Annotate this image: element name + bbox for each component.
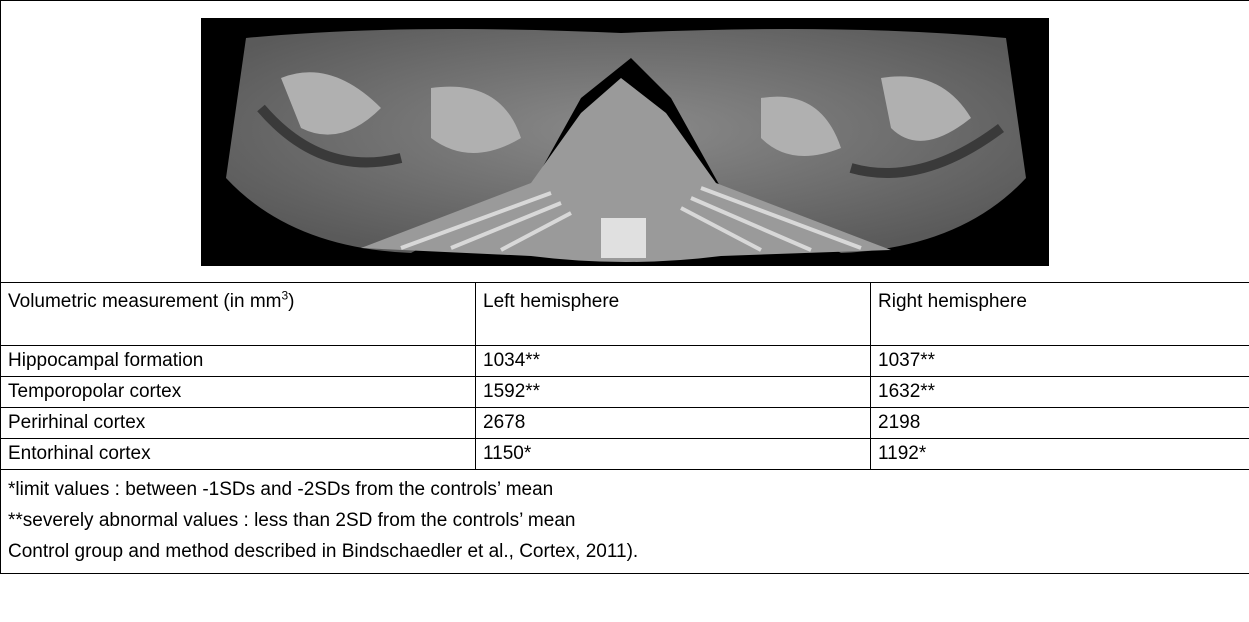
footnote: Control group and method described in Bi… <box>8 536 1242 567</box>
footnote: *limit values : between -1SDs and -2SDs … <box>8 474 1242 505</box>
image-cell <box>1 1 1249 283</box>
mri-image <box>201 18 1049 266</box>
cell-value: 2678 <box>476 408 871 439</box>
cell-value: 1037** <box>871 346 1249 377</box>
cell-value: 1150* <box>476 439 871 470</box>
cell-value: 2198 <box>871 408 1249 439</box>
header-text: Volumetric measurement (in mm <box>8 291 281 312</box>
header-cell: Volumetric measurement (in mm3) <box>1 283 476 346</box>
header-text: ) <box>288 291 294 312</box>
footnote: **severely abnormal values : less than 2… <box>8 505 1242 536</box>
row-label: Temporopolar cortex <box>1 377 476 408</box>
cell-value: 1034** <box>476 346 871 377</box>
cell-value: 1632** <box>871 377 1249 408</box>
cell-value: 1192* <box>871 439 1249 470</box>
row-label: Hippocampal formation <box>1 346 476 377</box>
page: {"table": { "header": [ {"text": "Volume… <box>0 0 1249 622</box>
notes-cell: *limit values : between -1SDs and -2SDs … <box>1 470 1249 574</box>
cell-value: 1592** <box>476 377 871 408</box>
row-label: Perirhinal cortex <box>1 408 476 439</box>
row-label: Entorhinal cortex <box>1 439 476 470</box>
volumetric-table: Volumetric measurement (in mm3) Left hem… <box>0 0 1249 574</box>
header-cell: Left hemisphere <box>476 283 871 346</box>
header-cell: Right hemisphere <box>871 283 1249 346</box>
